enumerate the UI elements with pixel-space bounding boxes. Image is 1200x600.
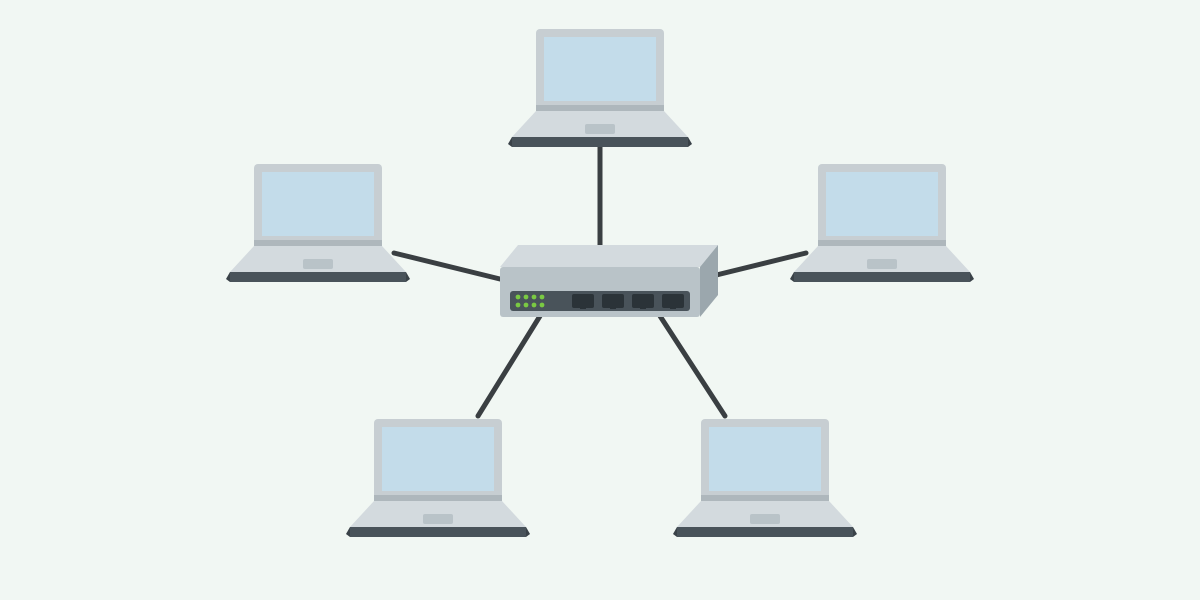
laptop-right	[790, 164, 974, 282]
switch-led	[532, 295, 537, 300]
laptop-trackpad	[867, 259, 897, 269]
laptop-bezel-shadow	[818, 240, 946, 246]
switch-led	[524, 303, 529, 308]
cable	[478, 316, 540, 416]
laptop-front-edge	[790, 272, 794, 282]
laptop-trackpad	[423, 514, 453, 524]
switch-top	[500, 245, 718, 267]
laptop-front	[794, 272, 970, 282]
switch-led	[516, 303, 521, 308]
laptop-front	[677, 527, 853, 537]
laptop-front-edge	[853, 527, 857, 537]
laptop-front-edge	[688, 137, 692, 147]
laptop-left	[226, 164, 410, 282]
switch-led	[532, 303, 537, 308]
laptop-front-edge	[526, 527, 530, 537]
laptop-front-edge	[970, 272, 974, 282]
laptop-bottom-left	[346, 419, 530, 537]
laptop-front-edge	[346, 527, 350, 537]
laptop-front	[230, 272, 406, 282]
laptop-bottom-right	[673, 419, 857, 537]
switch-led	[540, 295, 545, 300]
laptop-trackpad	[585, 124, 615, 134]
switch-led	[540, 303, 545, 308]
laptop-bezel-shadow	[701, 495, 829, 501]
switch-led	[516, 295, 521, 300]
switch-port-notch	[640, 305, 646, 309]
laptop-screen	[544, 37, 656, 101]
laptop-bezel-shadow	[254, 240, 382, 246]
cable	[660, 316, 725, 416]
laptop-screen	[826, 172, 938, 236]
laptop-front-edge	[406, 272, 410, 282]
laptop-bezel-shadow	[536, 105, 664, 111]
switch-led	[524, 295, 529, 300]
laptop-trackpad	[750, 514, 780, 524]
laptop-top	[508, 29, 692, 147]
cable	[394, 253, 504, 280]
switch-port-notch	[610, 305, 616, 309]
laptop-screen	[262, 172, 374, 236]
laptop-front	[350, 527, 526, 537]
switch-port-notch	[670, 305, 676, 309]
laptop-bezel-shadow	[374, 495, 502, 501]
switch-port-notch	[580, 305, 586, 309]
laptop-screen	[709, 427, 821, 491]
network-topology-diagram	[0, 0, 1200, 600]
laptop-front	[512, 137, 688, 147]
laptop-front-edge	[226, 272, 230, 282]
laptop-trackpad	[303, 259, 333, 269]
laptop-front-edge	[508, 137, 512, 147]
laptop-screen	[382, 427, 494, 491]
network-switch	[500, 245, 718, 317]
laptop-front-edge	[673, 527, 677, 537]
